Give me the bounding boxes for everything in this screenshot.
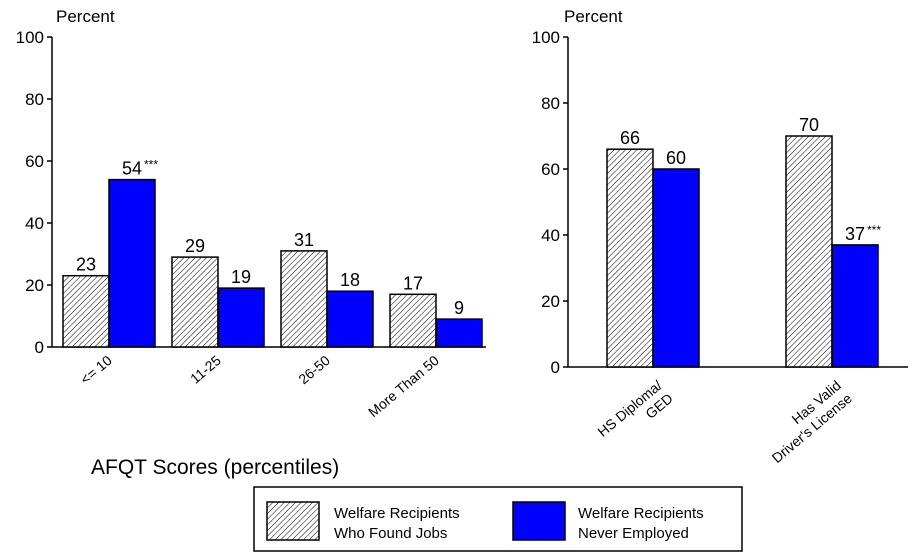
legend-label-never-employed-line1: Welfare Recipients	[578, 505, 704, 522]
left-bar-never-employed	[108, 178, 156, 348]
right-bar-never-employed	[831, 244, 879, 368]
left-y-tick-label: 60	[25, 152, 44, 171]
legend: Welfare Recipients Who Found Jobs Welfar…	[253, 486, 743, 552]
left-bar-value-label: 17	[403, 273, 423, 293]
legend-swatch-found-jobs	[266, 501, 320, 541]
left-y-tick-label: 20	[25, 276, 44, 295]
left-y-tick-label: 80	[25, 90, 44, 109]
left-bar-value-label: 23	[76, 255, 96, 275]
left-y-tick-label: 100	[16, 28, 44, 47]
right-y-tick-label: 100	[532, 28, 560, 47]
right-significance-marker: ***	[867, 223, 881, 237]
right-x-tick-label: HS Diploma/GED	[594, 377, 675, 440]
right-y-tick-label: 80	[541, 94, 560, 113]
left-x-tick-label: 11-25	[187, 352, 224, 387]
right-y-tick-label: 60	[541, 160, 560, 179]
legend-label-found-jobs-line1: Welfare Recipients	[334, 505, 460, 522]
legend-box	[253, 486, 743, 552]
left-x-tick-labels: <= 10 11-25 26-50 More Than 50	[77, 352, 442, 420]
left-bar-never-employed	[435, 318, 483, 348]
left-bar-never-employed	[217, 287, 265, 348]
legend-label-found-jobs-line2: Who Found Jobs	[334, 525, 447, 542]
left-bar-found-jobs	[389, 293, 437, 348]
left-y-tick-label: 0	[35, 338, 44, 357]
left-bars: 23 54 *** 29 19 31 18 17 9	[62, 158, 483, 348]
left-bar-value-label: 54	[122, 159, 142, 179]
left-bar-found-jobs	[280, 250, 328, 348]
left-y-tick-label: 40	[25, 214, 44, 233]
right-bars: 66 60 70 37 ***	[606, 115, 881, 368]
left-bar-value-label: 29	[185, 236, 205, 256]
right-bar-found-jobs	[606, 148, 654, 368]
right-y-axis: 0 20 40 60 80 100	[532, 28, 908, 377]
left-bar-never-employed	[326, 290, 374, 348]
right-y-tick-label: 40	[541, 226, 560, 245]
left-x-tick-label: 26-50	[295, 352, 333, 387]
left-bar-found-jobs	[171, 256, 219, 348]
left-significance-marker: ***	[144, 158, 158, 172]
left-bar-value-label: 9	[454, 298, 464, 318]
right-y-tick-label: 0	[551, 358, 560, 377]
legend-swatch-never-employed	[512, 501, 566, 541]
right-y-axis-title: Percent	[564, 7, 623, 26]
right-bar-value-label: 70	[799, 115, 819, 135]
left-x-tick-label: <= 10	[77, 352, 115, 387]
left-bar-value-label: 18	[340, 270, 360, 290]
right-bar-never-employed	[652, 168, 700, 368]
chart-right: 0 20 40 60 80 100 Percent 66 60 70 37 *** HS Dipl…	[532, 7, 908, 466]
right-bar-found-jobs	[785, 135, 833, 368]
legend-label-never-employed-line2: Never Employed	[578, 525, 689, 542]
left-y-axis-title: Percent	[56, 7, 115, 26]
left-bar-found-jobs	[62, 274, 110, 348]
left-bar-value-label: 19	[231, 267, 251, 287]
left-bar-value-label: 31	[294, 230, 314, 250]
right-y-tick-label: 20	[541, 292, 560, 311]
right-bar-value-label: 37	[845, 224, 865, 244]
left-x-axis-title: AFQT Scores (percentiles)	[91, 456, 339, 479]
right-bar-value-label: 66	[620, 128, 640, 148]
right-bar-value-label: 60	[666, 148, 686, 168]
left-x-tick-label: More Than 50	[365, 352, 442, 420]
